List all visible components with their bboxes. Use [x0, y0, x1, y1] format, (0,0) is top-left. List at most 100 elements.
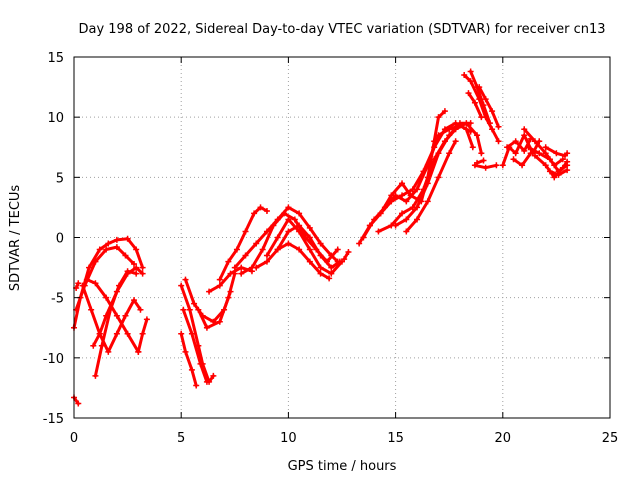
data-point-marker [92, 372, 99, 379]
series-track-21 [274, 240, 333, 282]
data-point-marker [233, 246, 240, 253]
data-point-marker [225, 294, 232, 301]
data-point-marker [375, 228, 382, 235]
data-point-marker [270, 222, 277, 229]
data-point-marker [139, 330, 146, 337]
data-point-marker [291, 216, 298, 223]
data-point-marker [424, 198, 431, 205]
data-point-marker [83, 276, 90, 283]
data-point-marker [512, 138, 519, 145]
data-point-marker [489, 126, 496, 133]
data-point-marker [489, 108, 496, 115]
data-point-marker [482, 164, 489, 171]
data-point-marker [546, 168, 553, 175]
data-point-marker [478, 114, 485, 121]
data-point-marker [446, 132, 453, 139]
data-point-marker [182, 348, 189, 355]
data-point-marker [96, 330, 103, 337]
data-point-marker [107, 306, 114, 313]
data-point-marker [103, 246, 110, 253]
data-point-marker [238, 264, 245, 271]
data-point-marker [478, 150, 485, 157]
data-point-marker [116, 282, 123, 289]
data-point-marker [469, 144, 476, 151]
data-point-marker [328, 264, 335, 271]
data-point-marker [407, 192, 414, 199]
series-track-27 [392, 120, 474, 229]
data-point-marker [124, 268, 131, 275]
data-point-marker [467, 78, 474, 85]
y-axis-label: SDTVAR / TECUs [8, 185, 23, 292]
data-point-marker [188, 366, 195, 373]
data-point-marker [242, 228, 249, 235]
data-point-marker [124, 330, 131, 337]
series-track-31 [476, 84, 502, 130]
data-point-marker [135, 348, 142, 355]
data-point-marker [521, 132, 528, 139]
data-point-marker [456, 120, 463, 127]
series-track-40 [531, 152, 571, 181]
data-point-marker [399, 210, 406, 217]
data-point-marker [334, 246, 341, 253]
data-point-marker [227, 270, 234, 277]
series-line [404, 139, 458, 233]
data-point-marker [564, 150, 571, 157]
data-point-marker [197, 360, 204, 367]
data-point-marker [403, 228, 410, 235]
data-point-marker [306, 258, 313, 265]
data-point-marker [216, 276, 223, 283]
data-point-marker [542, 144, 549, 151]
series-track-33 [471, 162, 500, 171]
series-track-29 [461, 72, 502, 145]
data-point-marker [564, 158, 571, 165]
data-point-marker [75, 280, 82, 287]
data-point-marker [564, 167, 571, 174]
data-point-marker [281, 210, 288, 217]
series-track-37 [510, 150, 534, 169]
y-tick-label: 0 [56, 232, 64, 247]
y-tick-label: 10 [47, 111, 64, 126]
data-point-marker [88, 306, 95, 313]
data-point-marker [182, 276, 189, 283]
data-point-marker [238, 270, 245, 277]
series-line [544, 145, 569, 158]
series-line [368, 109, 447, 227]
x-tick-label: 5 [177, 431, 185, 446]
data-point-marker [263, 258, 270, 265]
x-axis-label: GPS time / hours [288, 459, 397, 474]
series-line [462, 73, 500, 143]
data-point-marker [559, 156, 566, 163]
data-point-marker [98, 342, 105, 349]
series-track-12 [178, 330, 200, 389]
series-track-7 [135, 316, 150, 355]
data-point-marker [525, 144, 532, 151]
data-point-marker [546, 156, 553, 163]
data-point-marker [203, 324, 210, 331]
x-tick-label: 0 [70, 431, 78, 446]
data-point-marker [531, 138, 538, 145]
data-point-marker [274, 234, 281, 241]
data-point-marker [143, 316, 150, 323]
series-track-23 [356, 120, 476, 247]
data-point-marker [388, 192, 395, 199]
data-point-marker [139, 270, 146, 277]
data-point-marker [306, 224, 313, 231]
data-point-marker [482, 96, 489, 103]
series-track-36 [504, 135, 534, 154]
series-track-11 [180, 306, 210, 385]
data-point-marker [195, 306, 202, 313]
series-line [81, 284, 142, 354]
data-point-marker [452, 138, 459, 145]
data-point-marker [180, 306, 187, 313]
data-point-marker [461, 72, 468, 79]
data-point-marker [542, 162, 549, 169]
data-point-marker [285, 240, 292, 247]
data-point-marker [403, 198, 410, 205]
data-point-marker [519, 162, 526, 169]
data-point-marker [510, 156, 517, 163]
series-track-8 [71, 394, 82, 407]
data-point-marker [435, 150, 442, 157]
data-point-marker [79, 282, 86, 289]
x-tick-label: 20 [495, 431, 512, 446]
